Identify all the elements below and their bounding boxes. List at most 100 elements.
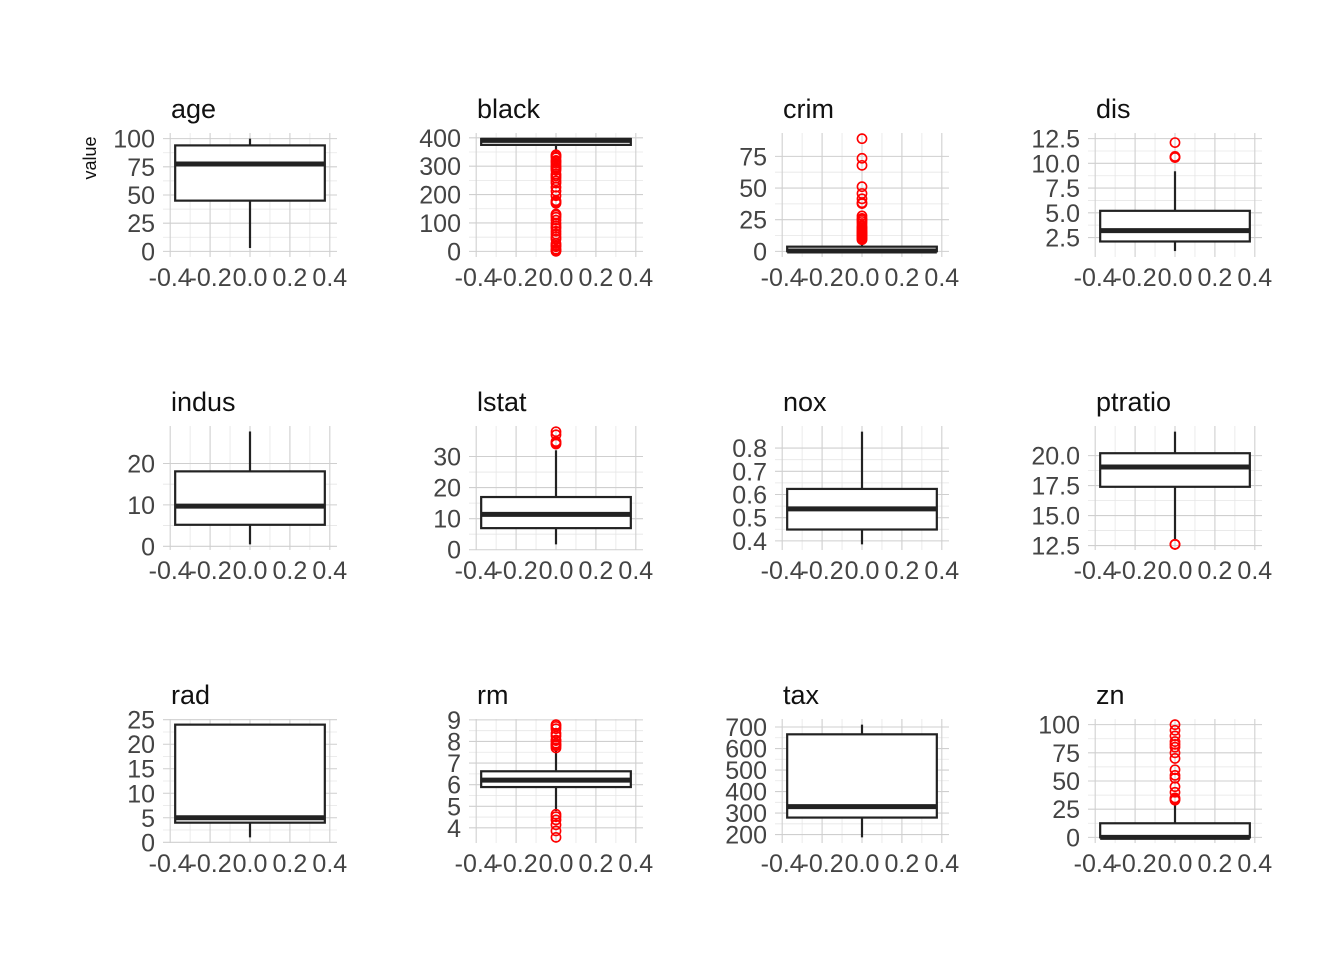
panel-title: tax	[783, 680, 820, 710]
y-tick-label: 75	[127, 154, 155, 182]
x-tick-label: 0.0	[1158, 264, 1193, 292]
y-tick-label: 15.0	[1031, 503, 1080, 531]
x-tick-label: -0.2	[801, 264, 844, 292]
panel-dis: -0.4-0.2 0.0 0.2 0.4 2.55.07.510.012.5 dis	[1031, 94, 1272, 292]
y-tick-label: 5	[141, 805, 155, 833]
outlier-point	[550, 734, 562, 746]
y-tick-label: 20.0	[1031, 443, 1080, 471]
outlier-point	[856, 188, 868, 199]
x-tick-label: 0.2	[885, 557, 920, 585]
outlier-point	[856, 181, 868, 193]
x-tick-label: -0.2	[1114, 264, 1157, 292]
x-tick-label: 0.0	[539, 850, 574, 878]
y-tick-label: 0	[141, 533, 155, 561]
y-tick-label: 0	[1066, 824, 1080, 852]
outlier-point	[1169, 724, 1181, 736]
x-tick-label: 0.4	[924, 850, 959, 878]
outlier-point	[550, 819, 562, 831]
y-tick-label: 0.7	[732, 458, 767, 486]
y-axis-label: value	[80, 136, 100, 179]
box-iqr	[786, 733, 938, 819]
y-tick-label: 7	[447, 750, 461, 778]
panel-title: nox	[783, 387, 827, 417]
y-tick-label: 25	[1052, 796, 1080, 824]
panel-title: age	[171, 94, 216, 124]
x-tick-label: -0.4	[455, 850, 498, 878]
panel-title: zn	[1096, 680, 1125, 710]
x-tick-label: 0.4	[312, 557, 347, 585]
y-tick-label: 30	[433, 444, 461, 472]
outlier-point	[856, 193, 868, 205]
x-tick-label: -0.4	[1074, 850, 1117, 878]
y-tick-label: 17.5	[1031, 473, 1080, 501]
outlier-point	[856, 210, 868, 222]
y-tick-label: 4	[447, 815, 461, 843]
y-tick-label: 10.0	[1031, 150, 1080, 178]
outlier-point	[550, 719, 562, 731]
outlier-point	[550, 825, 562, 837]
y-tick-label: 100	[419, 210, 461, 238]
y-tick-label: 0.8	[732, 435, 767, 463]
x-tick-label: -0.2	[189, 264, 232, 292]
y-tick-label: 0.5	[732, 505, 767, 533]
y-tick-label: 0.4	[732, 528, 767, 556]
x-tick-label: -0.2	[1114, 850, 1157, 878]
outlier-point	[1169, 538, 1181, 550]
x-tick-label: -0.4	[149, 264, 192, 292]
outlier-point	[1169, 137, 1181, 148]
x-tick-label: 0.2	[579, 850, 614, 878]
outlier-point	[550, 185, 562, 197]
y-tick-label: 12.5	[1031, 533, 1080, 561]
outlier-point	[856, 152, 868, 164]
panel-ptratio: -0.4-0.2 0.0 0.2 0.4 12.515.017.520.0 ptratio	[1031, 387, 1272, 585]
outlier-point	[1169, 736, 1181, 747]
x-tick-label: -0.4	[761, 850, 804, 878]
outlier-point	[550, 214, 562, 226]
x-tick-label: 0.4	[618, 264, 653, 292]
x-tick-label: 0.4	[1237, 850, 1272, 878]
panel-title: rm	[477, 680, 508, 710]
x-tick-label: 0.0	[1158, 850, 1193, 878]
y-tick-label: 200	[419, 182, 461, 210]
y-tick-label: 600	[725, 736, 767, 764]
x-tick-label: 0.0	[233, 850, 268, 878]
panel-title: crim	[783, 94, 834, 124]
outlier-point	[1169, 152, 1181, 163]
x-tick-label: -0.2	[495, 557, 538, 585]
box-iqr	[174, 723, 326, 824]
x-tick-label: -0.2	[189, 850, 232, 878]
x-tick-label: 0.4	[1237, 557, 1272, 585]
y-tick-label: 0	[141, 238, 155, 266]
outlier-point	[550, 149, 562, 161]
x-tick-label: 0.2	[273, 850, 308, 878]
y-tick-label: 100	[1038, 712, 1080, 740]
outlier-point	[550, 808, 562, 820]
panel-indus: -0.4-0.2 0.0 0.2 0.4 0 10 20 indus	[127, 387, 347, 585]
x-tick-label: 0.2	[579, 557, 614, 585]
y-tick-label: 75	[1052, 740, 1080, 768]
y-tick-label: 700	[725, 714, 767, 742]
y-tick-label: 75	[739, 143, 767, 171]
y-tick-label: 300	[725, 800, 767, 828]
outlier-point	[1169, 764, 1181, 776]
panel-title: dis	[1096, 94, 1131, 124]
x-tick-label: -0.2	[495, 264, 538, 292]
y-tick-label: 0.6	[732, 481, 767, 509]
y-tick-label: 25	[127, 707, 155, 735]
y-tick-label: 2.5	[1045, 225, 1080, 253]
y-tick-label: 20	[127, 731, 155, 759]
x-tick-label: 0.2	[579, 264, 614, 292]
box-iqr	[1099, 209, 1251, 243]
x-tick-label: -0.2	[801, 557, 844, 585]
outlier-point	[1169, 730, 1181, 742]
y-tick-label: 6	[447, 772, 461, 800]
y-tick-label: 25	[127, 210, 155, 238]
y-tick-label: 0	[753, 238, 767, 266]
x-tick-label: -0.2	[1114, 557, 1157, 585]
y-tick-label: 50	[127, 182, 155, 210]
x-tick-label: 0.4	[1237, 264, 1272, 292]
